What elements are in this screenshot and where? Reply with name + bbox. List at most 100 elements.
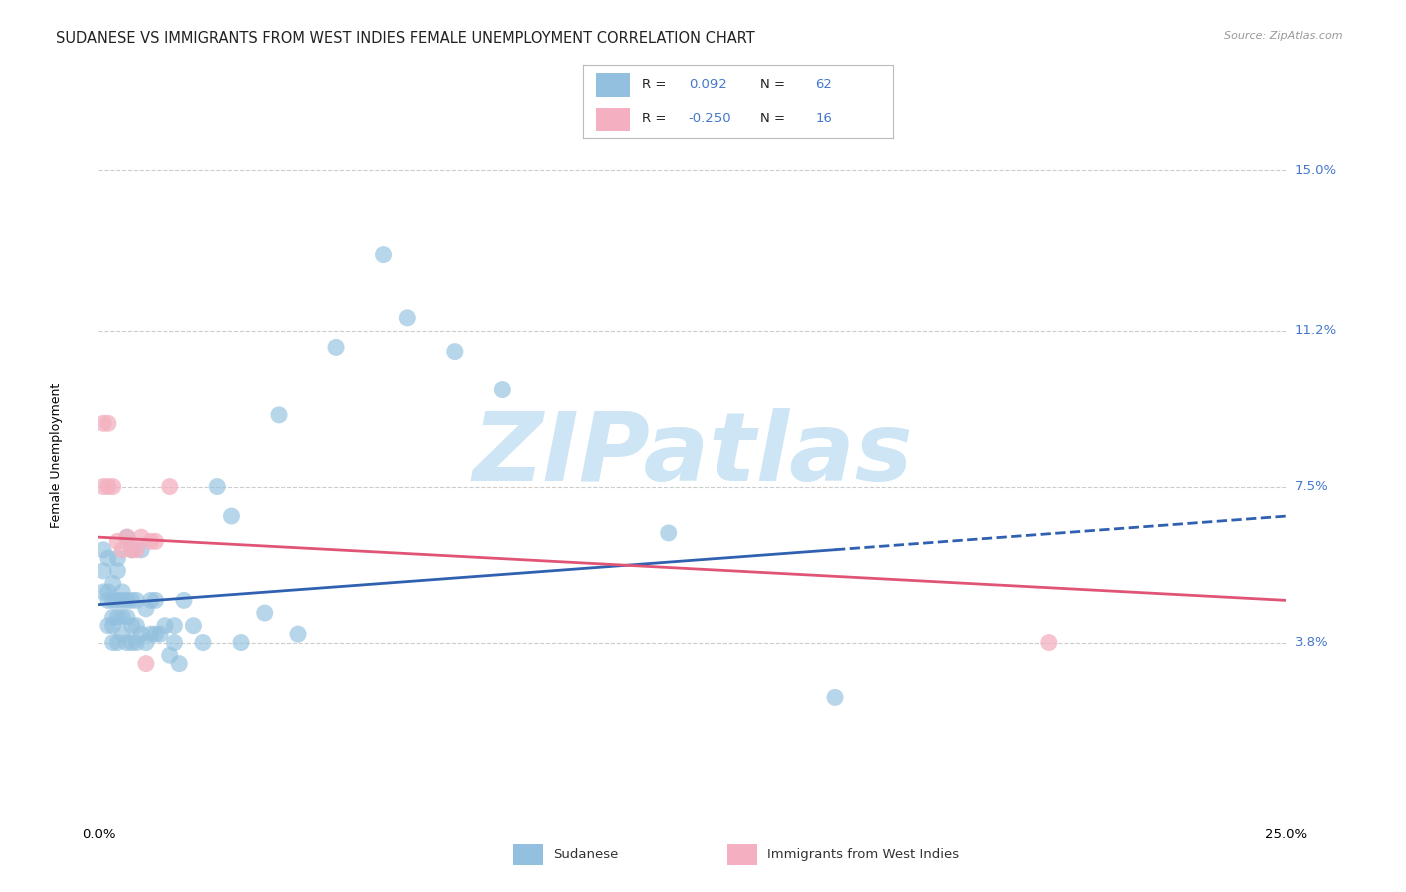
Point [139, 593, 162, 607]
Point [101, 576, 124, 591]
Point [135, 602, 157, 616]
Point [173, 593, 195, 607]
Point [491, 383, 513, 397]
Point [253, 606, 276, 620]
Point [115, 593, 138, 607]
Point [111, 585, 134, 599]
Point [139, 627, 162, 641]
Point [91, 585, 114, 599]
Text: 0.0%: 0.0% [82, 828, 115, 841]
Point [125, 593, 148, 607]
Point [111, 610, 134, 624]
Text: 7.5%: 7.5% [1295, 480, 1329, 493]
Text: SUDANESE VS IMMIGRANTS FROM WEST INDIES FEMALE UNEMPLOYMENT CORRELATION CHART: SUDANESE VS IMMIGRANTS FROM WEST INDIES … [56, 31, 755, 46]
Bar [513, 844, 543, 865]
Point [207, 479, 229, 493]
Point [121, 635, 143, 649]
Point [287, 627, 309, 641]
Point [97, 618, 120, 632]
Point [125, 635, 148, 649]
Point [125, 618, 148, 632]
Point [91, 479, 114, 493]
Point [91, 542, 114, 557]
Point [129, 530, 152, 544]
Point [101, 593, 124, 607]
Point [107, 564, 129, 578]
Point [125, 542, 148, 557]
Point [183, 618, 205, 632]
Point [167, 657, 190, 671]
Point [107, 551, 129, 566]
Point [101, 610, 124, 624]
Text: ZIPatlas: ZIPatlas [472, 409, 912, 501]
Point [129, 542, 152, 557]
Point [91, 564, 114, 578]
Point [121, 542, 143, 557]
Point [91, 417, 114, 431]
Point [121, 618, 143, 632]
Text: -0.250: -0.250 [689, 112, 731, 125]
Point [149, 627, 172, 641]
Point [97, 479, 120, 493]
Point [111, 593, 134, 607]
Point [163, 618, 186, 632]
Point [97, 417, 120, 431]
Point [139, 534, 162, 549]
Text: N =: N = [759, 78, 789, 91]
Text: Source: ZipAtlas.com: Source: ZipAtlas.com [1225, 31, 1343, 41]
Text: 25.0%: 25.0% [1265, 828, 1308, 841]
Point [97, 585, 120, 599]
Text: 0.092: 0.092 [689, 78, 727, 91]
Text: 16: 16 [815, 112, 832, 125]
Point [373, 247, 395, 261]
Point [111, 627, 134, 641]
Bar [727, 844, 756, 865]
Point [221, 509, 243, 524]
Point [115, 530, 138, 544]
Point [159, 648, 181, 663]
Point [658, 525, 681, 540]
Point [107, 534, 129, 549]
Point [396, 310, 419, 325]
Point [107, 635, 129, 649]
Bar [596, 73, 630, 96]
Point [159, 479, 181, 493]
Text: R =: R = [643, 78, 671, 91]
Point [191, 635, 214, 649]
Point [121, 593, 143, 607]
Point [824, 690, 846, 705]
Point [115, 530, 138, 544]
Text: R =: R = [643, 112, 671, 125]
Text: 11.2%: 11.2% [1295, 324, 1337, 337]
Point [121, 542, 143, 557]
Point [97, 593, 120, 607]
Point [325, 340, 347, 354]
Point [163, 635, 186, 649]
Point [229, 635, 252, 649]
Point [101, 618, 124, 632]
Point [145, 593, 167, 607]
Point [145, 627, 167, 641]
Point [101, 635, 124, 649]
Text: 3.8%: 3.8% [1295, 636, 1329, 649]
Text: 15.0%: 15.0% [1295, 164, 1337, 177]
Point [153, 618, 176, 632]
Point [444, 344, 467, 359]
Point [145, 534, 167, 549]
Point [101, 479, 124, 493]
Text: 62: 62 [815, 78, 832, 91]
Point [129, 627, 152, 641]
Point [267, 408, 290, 422]
Point [97, 551, 120, 566]
Text: Female Unemployment: Female Unemployment [51, 383, 63, 527]
Text: N =: N = [759, 112, 789, 125]
Text: Sudanese: Sudanese [554, 848, 619, 861]
Point [107, 610, 129, 624]
Point [115, 610, 138, 624]
Point [115, 635, 138, 649]
Text: Immigrants from West Indies: Immigrants from West Indies [768, 848, 959, 861]
Point [107, 593, 129, 607]
Bar [596, 108, 630, 131]
Point [111, 542, 134, 557]
Point [1038, 635, 1060, 649]
